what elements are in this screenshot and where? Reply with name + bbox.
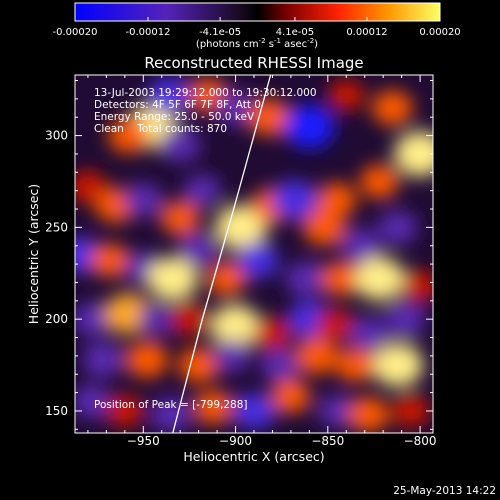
heatmap-blob [271, 180, 318, 220]
y-axis-label: Heliocentric Y (arcsec) [26, 184, 41, 324]
heatmap-blob [392, 394, 430, 428]
annotation-time: 13-Jul-2003 19:29:12.000 to 19:30:12.000 [94, 87, 317, 99]
heatmap-blob [160, 201, 200, 236]
heatmap-blob [123, 182, 163, 217]
heatmap-blob [354, 256, 405, 301]
colorbar-tick-label: 0.00012 [346, 27, 387, 38]
heatmap-blob [360, 164, 399, 199]
heatmap-blob [236, 242, 279, 279]
heatmap-blob [247, 98, 290, 136]
colorbar-tick-label: 0.00020 [419, 27, 460, 38]
heatmap-blob [193, 390, 233, 425]
heatmap-blob [216, 91, 255, 125]
heatmap-blob [372, 90, 413, 126]
heatmap-blob [75, 302, 112, 337]
heatmap-blob [159, 127, 201, 163]
heatmap-blob [147, 76, 191, 114]
heatmap-blob [318, 394, 356, 428]
heatmap-blob [138, 303, 175, 335]
heatmap-image [75, 75, 433, 433]
heatmap-blob [75, 170, 107, 204]
heatmap-blob [321, 261, 361, 296]
x-tick-label: −900 [219, 434, 252, 448]
heatmap-blob [232, 392, 276, 430]
colorbar-tick-label: 4.1e-05 [276, 27, 314, 38]
chart-title: Reconstructed RHESSI Image [144, 54, 363, 72]
heatmap-blob [302, 209, 346, 246]
heatmap-blob [179, 232, 219, 267]
heatmap-blob [106, 394, 144, 428]
colorbar-unit: (photons cm-2 s-1 asec-2) [196, 37, 318, 50]
heatmap-blob [328, 79, 365, 111]
heatmap-blob [150, 396, 192, 433]
heatmap-blob [285, 261, 327, 297]
x-tick-label: −950 [127, 434, 160, 448]
axis-ticks: −950 −900 −850 −800 150 200 250 300 [45, 75, 437, 448]
x-tick-label: −850 [311, 434, 344, 448]
heatmap-blob [215, 204, 268, 250]
heatmap-blob [295, 337, 338, 375]
peak-position-label: Position of Peak = [-799,288] [94, 399, 248, 411]
heatmap-blob [108, 117, 149, 154]
heatmap-blob [75, 384, 112, 419]
heatmap-blob [284, 104, 335, 149]
heatmap-blob [372, 343, 424, 387]
heatmap-blob [178, 347, 220, 383]
heatmap-blob [271, 379, 311, 414]
annotation-detectors: Detectors: 4F 5F 6F 7F 8F, Att 0 [94, 99, 261, 111]
colorbar-ticks: -0.00020 -0.00012 -4.1e-05 4.1e-05 0.00012 0.… [53, 17, 461, 38]
heatmap-blob [384, 301, 426, 337]
x-tick-label: −800 [404, 434, 437, 448]
heatmap-blob [348, 396, 389, 433]
heatmap-blob [183, 174, 221, 207]
heatmap-blob [213, 339, 251, 373]
solar-limb-line [172, 75, 272, 433]
heatmap-blob [402, 270, 433, 302]
y-tick-label: 250 [45, 220, 68, 234]
x-axis-label: Heliocentric X (arcsec) [183, 449, 324, 464]
y-tick-label: 200 [45, 312, 68, 326]
heatmap-blob [394, 131, 433, 177]
colorbar-tick-label: -0.00020 [53, 27, 98, 38]
heatmap-blob [210, 304, 261, 349]
colorbar [74, 2, 441, 22]
heatmap-blob [170, 302, 209, 336]
annotation-clean: Clean Total counts: 870 [94, 123, 227, 135]
heatmap-blob [90, 243, 130, 278]
footer-timestamp: 25-May-2013 14:22 [393, 485, 496, 497]
heatmap-blob [260, 348, 300, 383]
heatmap-blob [253, 317, 292, 351]
y-tick-label: 150 [45, 404, 68, 418]
heatmap-blob [125, 341, 169, 378]
heatmap-blob [317, 182, 357, 217]
heatmap-blob [316, 308, 354, 342]
heatmap-blob [82, 341, 124, 378]
heatmap-blob [147, 256, 198, 301]
heatmap-blob [340, 228, 382, 264]
colorbar-tick-label: -0.00012 [126, 27, 171, 38]
heatmap-blob [378, 210, 418, 245]
colorbar-tick-label: -4.1e-05 [199, 27, 241, 38]
annotation-energy: Energy Range: 25.0 - 50.0 keV [94, 111, 255, 123]
y-tick-label: 300 [45, 129, 68, 143]
heatmap-blob [336, 348, 375, 383]
heatmap-blob [348, 316, 388, 351]
